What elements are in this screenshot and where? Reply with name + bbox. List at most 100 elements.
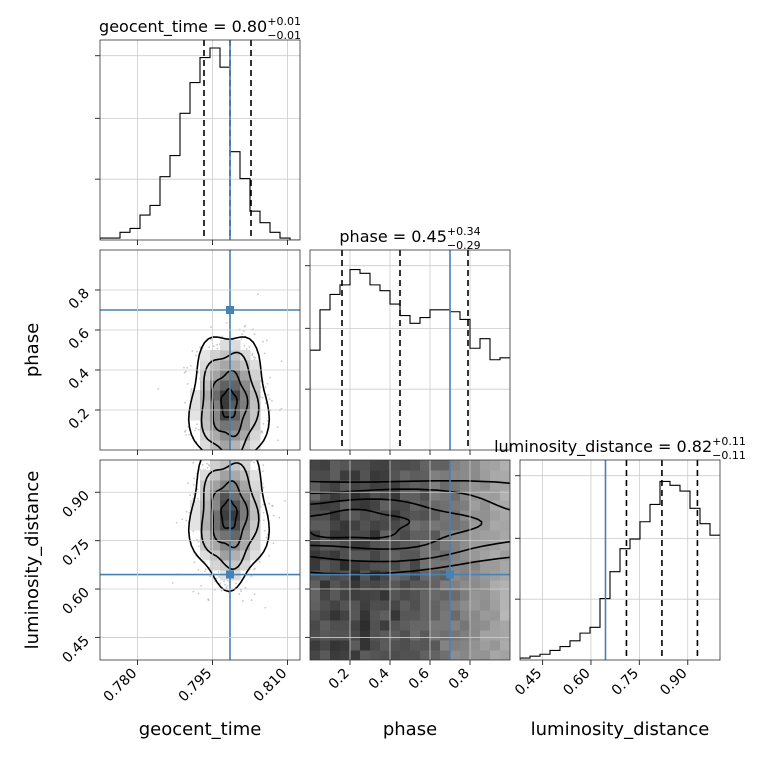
- scatter-point: [267, 393, 269, 396]
- density-cell: [370, 560, 381, 571]
- density-cell: [390, 550, 401, 561]
- title-main: phase = 0.45: [339, 227, 446, 246]
- density-cell: [420, 460, 431, 471]
- scatter-point: [244, 324, 247, 327]
- density-cell: [500, 610, 510, 621]
- density-cell: [310, 620, 321, 631]
- density-cell: [500, 540, 510, 551]
- scatter-point: [289, 555, 291, 557]
- scatter-point: [188, 433, 190, 436]
- scatter-point: [303, 527, 305, 529]
- scatter-point: [192, 461, 195, 464]
- scatter-point: [530, 649, 532, 651]
- scatter-point: [298, 602, 300, 604]
- density-cell: [340, 530, 351, 541]
- scatter-point: [544, 531, 546, 533]
- scatter-point: [717, 465, 719, 467]
- density-cell: [210, 430, 221, 441]
- scatter-point: [266, 484, 268, 486]
- panel-geocent_time-phase-frame: [99, 249, 301, 451]
- scatter-point: [522, 466, 524, 468]
- density-cell: [340, 490, 351, 501]
- density-cell: [210, 540, 221, 551]
- scatter-point: [206, 466, 209, 469]
- truth-marker: [226, 306, 234, 314]
- density-cell: [480, 530, 491, 541]
- scatter-point: [187, 558, 189, 560]
- density-cell: [220, 360, 231, 371]
- density-cell: [500, 550, 510, 561]
- scatter-point: [231, 603, 233, 605]
- density-cell: [390, 460, 401, 471]
- density-cell: [210, 560, 221, 571]
- density-cell: [460, 560, 471, 571]
- scatter-point: [555, 534, 557, 536]
- density-cell: [320, 610, 331, 621]
- density-cell: [410, 530, 421, 541]
- scatter-point: [192, 530, 195, 532]
- density-cell: [370, 510, 381, 521]
- density-cell: [490, 490, 501, 501]
- density-cell: [390, 590, 401, 601]
- density-cell: [490, 630, 501, 641]
- scatter-point: [238, 593, 241, 596]
- density-cell: [480, 620, 491, 631]
- scatter-point: [235, 635, 237, 637]
- density-cell: [390, 520, 401, 531]
- scatter-point: [251, 352, 254, 355]
- scatter-point: [254, 357, 257, 359]
- density-cell: [340, 560, 351, 571]
- scatter-point: [210, 453, 212, 455]
- density-cell: [340, 610, 351, 621]
- density-cell: [440, 510, 451, 521]
- density-cell: [230, 490, 241, 501]
- density-cell: [390, 530, 401, 541]
- scatter-point: [272, 542, 275, 545]
- density-cell: [350, 490, 361, 501]
- density-cell: [450, 540, 461, 551]
- scatter-point: [213, 580, 216, 583]
- density-cell: [380, 540, 391, 551]
- density-cell: [390, 510, 401, 521]
- density-cell: [470, 610, 481, 621]
- density-cell: [360, 620, 371, 631]
- density-cell: [470, 510, 481, 521]
- scatter-point: [185, 519, 188, 522]
- scatter-point: [207, 598, 210, 601]
- density-cell: [420, 650, 431, 660]
- scatter-point: [262, 422, 265, 425]
- density-cell: [330, 460, 341, 471]
- scatter-point: [152, 610, 154, 612]
- scatter-point: [297, 519, 299, 521]
- density-cell: [430, 460, 441, 471]
- scatter-point: [234, 455, 236, 457]
- density-cell: [210, 520, 221, 531]
- density-cell: [500, 580, 510, 591]
- scatter-point: [187, 482, 189, 485]
- density-cell: [460, 500, 471, 511]
- density-cell: [240, 500, 251, 511]
- scatter-point: [306, 497, 308, 499]
- scatter-point: [262, 519, 265, 522]
- panel-2d-geocent_time-luminosity_distance: [100, 460, 300, 660]
- density-cell: [500, 460, 510, 471]
- scatter-point: [91, 502, 93, 504]
- scatter-point: [183, 475, 185, 477]
- density-cell: [400, 640, 411, 651]
- scatter-point: [215, 577, 218, 580]
- x-tick-label-phase: 0.2: [326, 666, 353, 693]
- density-cell: [430, 510, 441, 521]
- density-cell: [420, 590, 431, 601]
- density-cell: [250, 430, 261, 441]
- scatter-point: [181, 653, 183, 655]
- scatter-point: [156, 473, 158, 475]
- density-cell: [450, 480, 461, 491]
- scatter-point: [290, 610, 292, 612]
- scatter-point: [192, 483, 195, 486]
- density-cell: [220, 500, 231, 511]
- y-tick-label-luminosity_distance: 0.60: [59, 585, 92, 618]
- density-cell: [410, 550, 421, 561]
- density-cell: [320, 590, 331, 601]
- density-cell: [330, 500, 341, 511]
- density-cell: [500, 480, 510, 491]
